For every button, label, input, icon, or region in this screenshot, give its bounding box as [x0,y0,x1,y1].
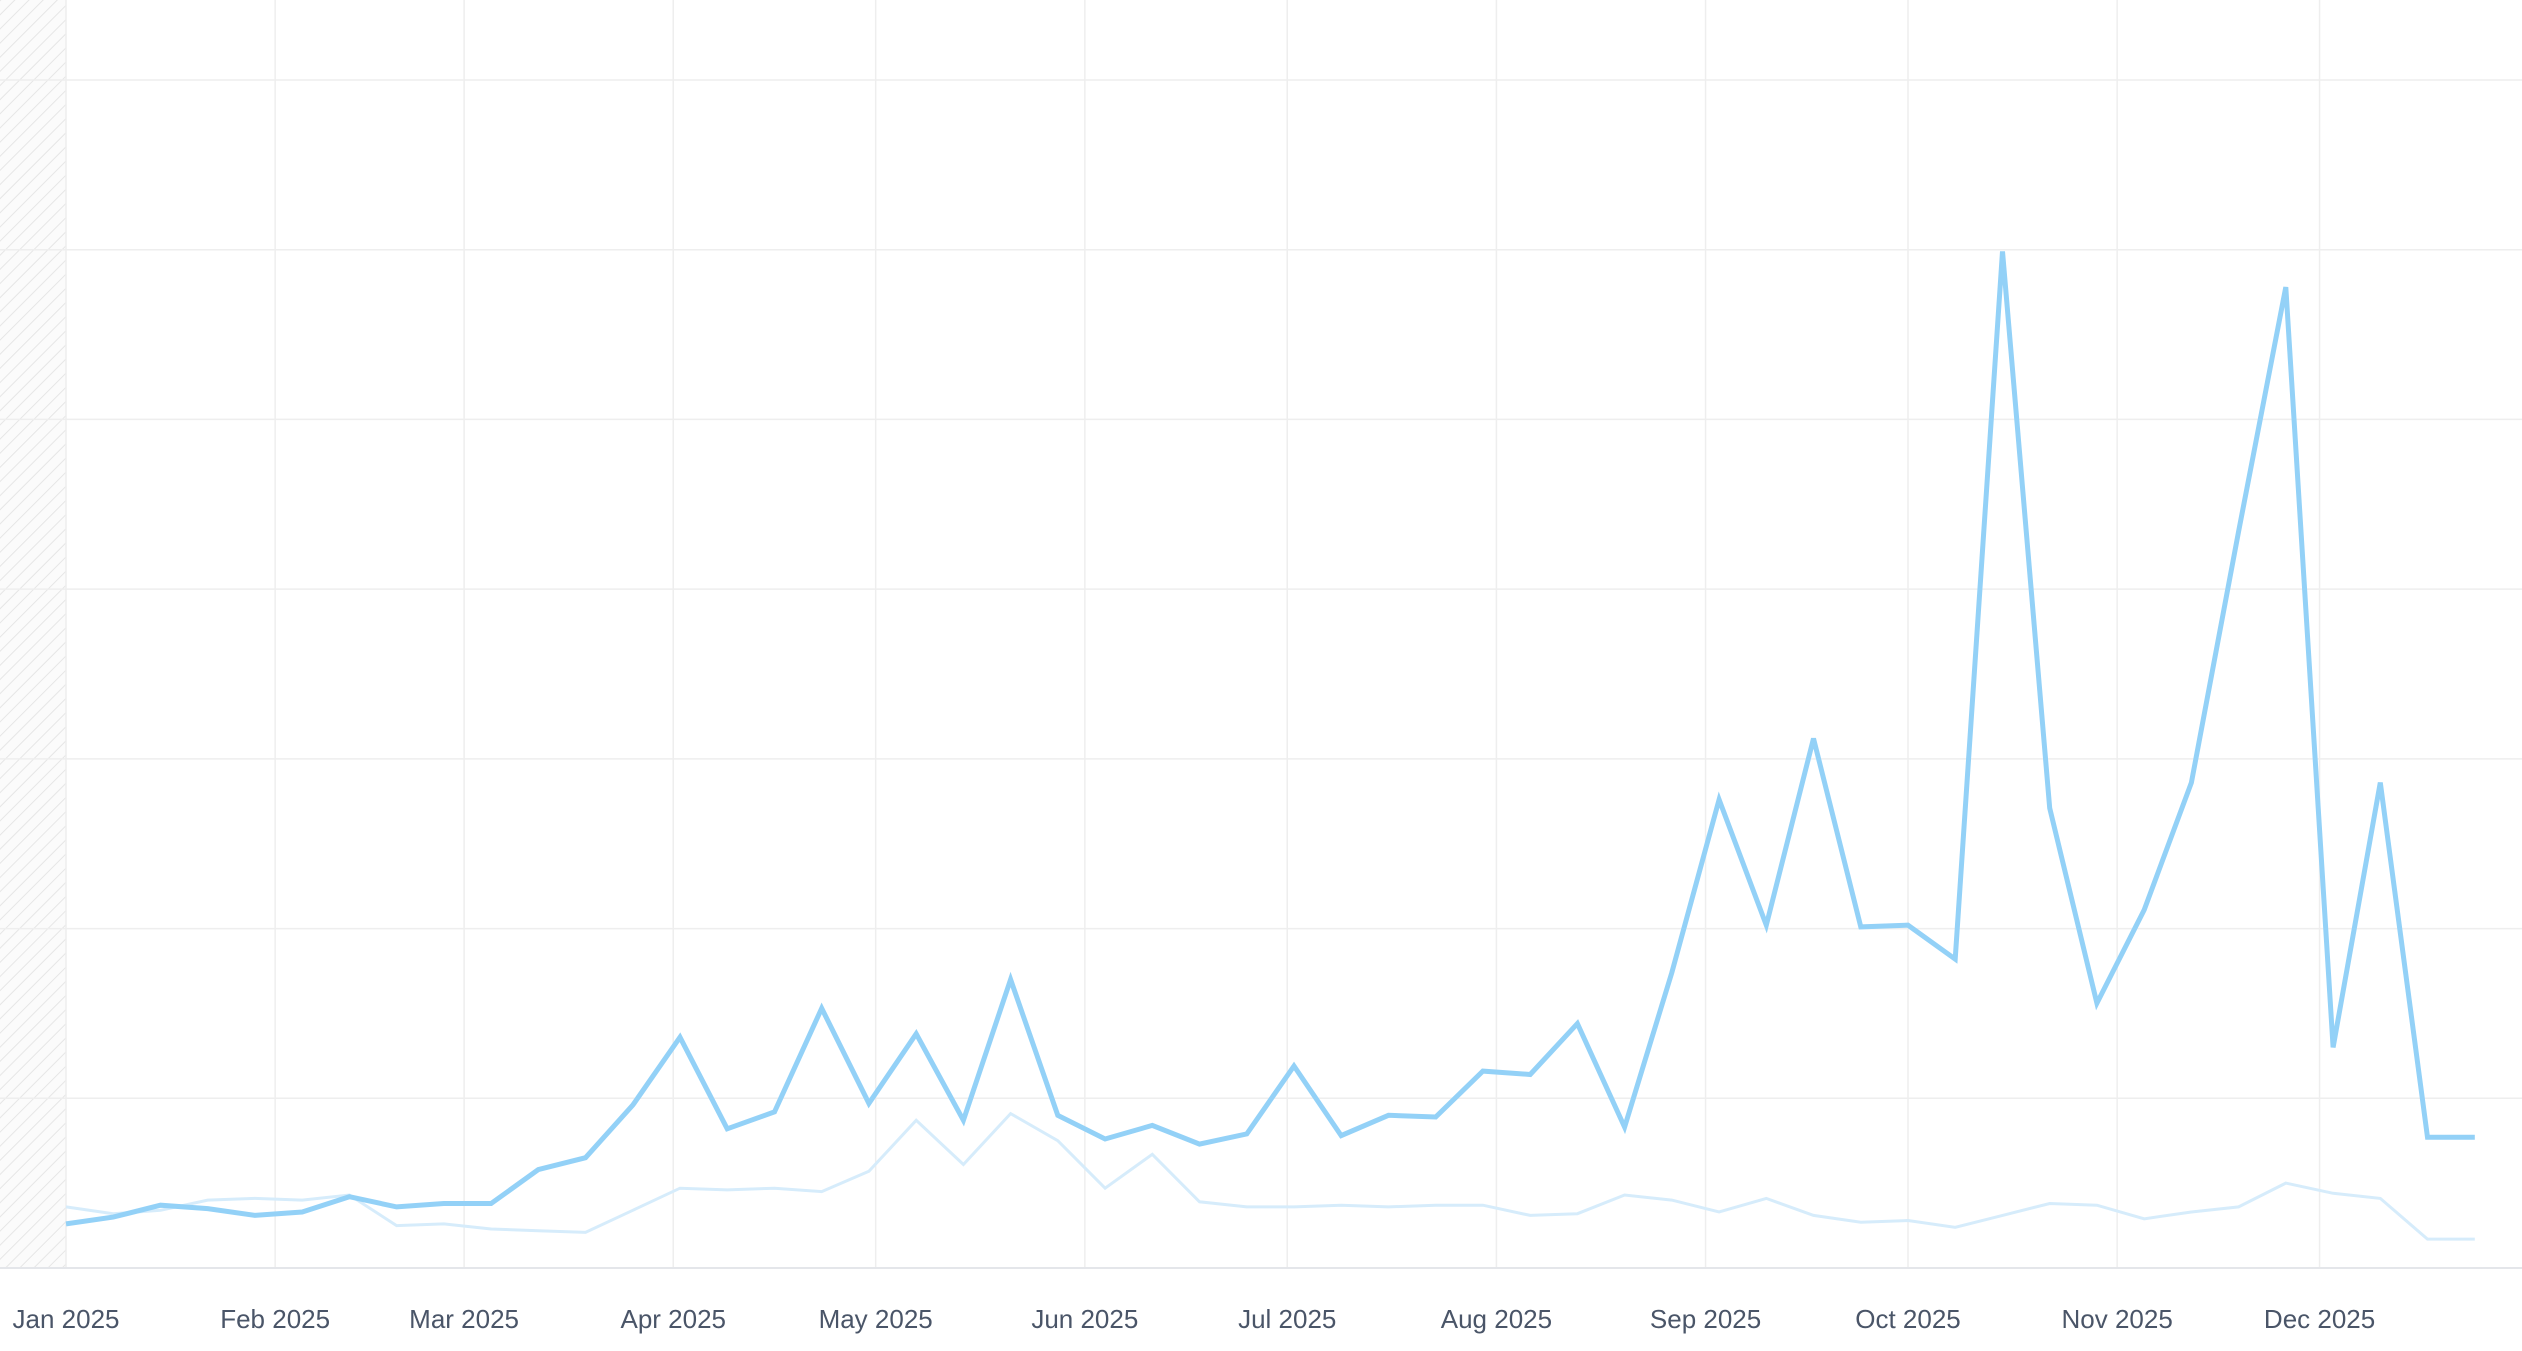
x-axis-tick-labels: Jan 2025 Feb 2025 Mar 2025 Apr 2025 May 2025… [13,1304,2376,1334]
vertical-gridlines [65,0,2321,1268]
x-tick-label: Sep 2025 [1650,1304,1761,1334]
x-tick-label: Jan 2025 [13,1304,120,1334]
x-tick-label: Jun 2025 [1031,1304,1138,1334]
x-tick-label: May 2025 [819,1304,933,1334]
x-tick-label: Jul 2025 [1238,1304,1336,1334]
x-tick-label: Nov 2025 [2062,1304,2173,1334]
x-tick-label: Feb 2025 [220,1304,330,1334]
x-tick-label: Oct 2025 [1855,1304,1961,1334]
series-line-1 [65,251,2475,1227]
series-line-2 [65,1111,2475,1241]
x-tick-label: Aug 2025 [1441,1304,1552,1334]
x-tick-label: Apr 2025 [620,1304,726,1334]
out-of-range-shading [0,0,66,1268]
x-tick-label: Mar 2025 [409,1304,519,1334]
x-tick-label: Dec 2025 [2264,1304,2375,1334]
horizontal-gridlines [0,79,2522,1100]
series-layer [65,251,2475,1241]
